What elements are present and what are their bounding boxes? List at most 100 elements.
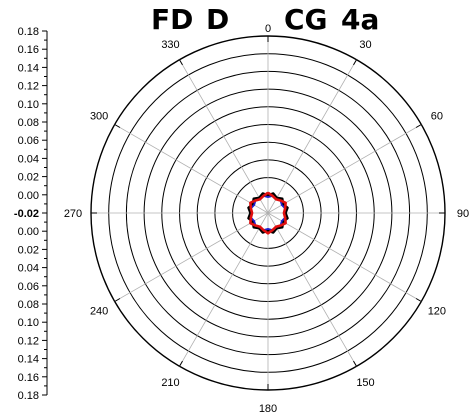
title-part-d: D bbox=[206, 3, 229, 36]
series-2-point bbox=[284, 207, 286, 210]
spoke-120 bbox=[267, 212, 422, 302]
series-0-point bbox=[272, 192, 274, 194]
series-0-point bbox=[262, 192, 264, 194]
series-1-point bbox=[253, 204, 255, 206]
series-0-point bbox=[253, 226, 255, 228]
angle-tick-60 bbox=[415, 124, 422, 128]
spoke-30 bbox=[267, 59, 357, 214]
series-1-point bbox=[281, 220, 283, 222]
spoke-210 bbox=[179, 212, 269, 367]
series-0-point bbox=[281, 226, 283, 228]
series-2-point bbox=[267, 232, 269, 234]
angle-tick-150 bbox=[353, 360, 357, 367]
radial-tick-label: 0.10 bbox=[18, 317, 39, 329]
radial-tick-label: 0.06 bbox=[18, 281, 39, 293]
radial-tick-label: 0.18 bbox=[18, 26, 39, 38]
series-1-point bbox=[267, 196, 269, 198]
series-1-point bbox=[267, 228, 269, 230]
series-1-point bbox=[253, 220, 255, 222]
series-0-point bbox=[252, 221, 254, 223]
angle-label-330: 330 bbox=[161, 39, 179, 51]
series-2-point bbox=[250, 207, 252, 210]
spoke-150 bbox=[267, 212, 357, 367]
series-2-point bbox=[279, 199, 282, 202]
series-2-point bbox=[251, 212, 253, 214]
angle-tick-300 bbox=[114, 124, 121, 128]
radial-tick-label: 0.12 bbox=[18, 335, 39, 347]
series-2-point bbox=[284, 216, 286, 219]
series-2-point bbox=[249, 222, 251, 224]
radial-tick-label: 0.16 bbox=[18, 372, 39, 384]
angle-tick-210 bbox=[179, 360, 183, 367]
radial-tick-label: 0.10 bbox=[18, 99, 39, 111]
spoke-330 bbox=[179, 59, 269, 214]
series-2-point bbox=[259, 198, 261, 200]
title-part-fd: FD bbox=[151, 3, 193, 36]
series-2-point bbox=[283, 212, 285, 214]
angle-label-210: 210 bbox=[161, 377, 179, 389]
title-part-cg: CG bbox=[284, 3, 328, 36]
series-1-point bbox=[281, 204, 283, 206]
series-2-point bbox=[275, 226, 277, 228]
radial-tick-label: 0.02 bbox=[18, 244, 39, 256]
series-2-point bbox=[250, 216, 252, 219]
series-0-point bbox=[252, 203, 254, 205]
radial-tick-label: -0.02 bbox=[14, 208, 39, 220]
series-0-point bbox=[262, 232, 264, 234]
angle-label-90: 90 bbox=[457, 208, 469, 220]
angle-label-30: 30 bbox=[359, 39, 371, 51]
spoke-300 bbox=[114, 124, 269, 214]
angle-label-120: 120 bbox=[428, 306, 446, 318]
series-0-point bbox=[287, 207, 289, 209]
radial-tick-label: 0.00 bbox=[18, 226, 39, 238]
radial-tick-label: 0.04 bbox=[18, 153, 39, 165]
angle-label-240: 240 bbox=[90, 306, 108, 318]
series-2-point bbox=[262, 229, 265, 231]
series-2-point bbox=[275, 198, 277, 200]
series-2-point bbox=[267, 192, 269, 194]
angular-grid bbox=[91, 36, 445, 390]
angle-label-150: 150 bbox=[356, 377, 374, 389]
spoke-240 bbox=[114, 212, 269, 302]
series-0-point bbox=[267, 194, 269, 196]
angle-label-0: 0 bbox=[265, 23, 271, 35]
series-2-point bbox=[249, 202, 251, 204]
radial-tick-label: 0.00 bbox=[18, 190, 39, 202]
radial-tick-label: 0.16 bbox=[18, 44, 39, 56]
series-2-point bbox=[271, 229, 274, 231]
series-2-point bbox=[285, 222, 287, 224]
radial-tick-label: 0.06 bbox=[18, 135, 39, 147]
angle-tick-330 bbox=[179, 59, 183, 66]
series-0-point bbox=[282, 203, 284, 205]
radial-tick-label: 0.14 bbox=[18, 354, 39, 366]
series-2-point bbox=[279, 224, 282, 227]
radial-tick-label: 0.14 bbox=[18, 62, 39, 74]
series-0-point bbox=[253, 198, 255, 200]
data-series bbox=[247, 191, 289, 235]
series-0-point bbox=[285, 212, 287, 214]
series-0-point bbox=[247, 207, 249, 209]
radial-tick-label: 0.12 bbox=[18, 81, 39, 93]
angle-label-60: 60 bbox=[431, 111, 443, 123]
series-0-point bbox=[247, 217, 249, 219]
series-2-point bbox=[254, 199, 257, 202]
series-2-point bbox=[285, 202, 287, 204]
radial-tick-label: 0.02 bbox=[18, 172, 39, 184]
series-0-point bbox=[267, 230, 269, 232]
radial-tick-label: 0.08 bbox=[18, 299, 39, 311]
spoke-60 bbox=[267, 124, 422, 214]
radial-tick-label: 0.04 bbox=[18, 263, 39, 275]
series-0-point bbox=[249, 212, 251, 214]
angle-label-300: 300 bbox=[90, 111, 108, 123]
series-2-point bbox=[259, 226, 261, 228]
series-0-point bbox=[282, 221, 284, 223]
radial-tick-label: 0.18 bbox=[18, 390, 39, 402]
series-0-point bbox=[281, 198, 283, 200]
radial-axis: 0.18 0.16 0.14 0.12 0.10 0.08 0.06 0.04 0.02 0.00… bbox=[14, 26, 48, 402]
angle-tick-240 bbox=[114, 298, 121, 302]
angle-label-270: 270 bbox=[64, 208, 82, 220]
series-2-point bbox=[271, 195, 274, 197]
series-2-point bbox=[254, 224, 257, 227]
series-0-point bbox=[287, 217, 289, 219]
